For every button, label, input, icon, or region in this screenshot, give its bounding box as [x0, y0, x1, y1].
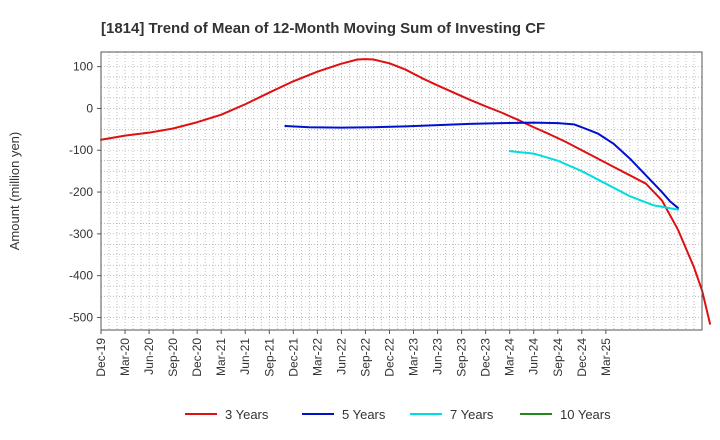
y-tick-label: 100 — [73, 60, 93, 74]
y-tick-labels: 100 0 -100 -200 -300 -400 -500 — [69, 60, 101, 324]
plot-frame — [100, 51, 703, 331]
y-tick-label: -200 — [69, 185, 93, 199]
x-tick-label: Sep-21 — [262, 338, 276, 377]
series-layer — [100, 58, 712, 325]
y-tick-label: -400 — [69, 269, 93, 283]
series-line-3-years — [100, 58, 712, 325]
series-line-7-years — [508, 150, 679, 211]
x-tick-label: Sep-22 — [358, 338, 372, 377]
legend: 3 Years 5 Years 7 Years 10 Years — [185, 407, 611, 422]
x-tick-label: Mar-20 — [118, 338, 132, 376]
x-tick-label: Dec-20 — [190, 338, 204, 377]
x-tick-label: Mar-24 — [503, 338, 517, 376]
legend-label-5-years: 5 Years — [342, 407, 386, 422]
x-tick-label: Mar-23 — [407, 338, 421, 376]
y-tick-label: 0 — [86, 101, 93, 115]
x-tick-label: Mar-21 — [214, 338, 228, 376]
legend-label-3-years: 3 Years — [225, 407, 269, 422]
x-tick-label: Sep-20 — [166, 338, 180, 377]
x-tick-label: Jun-21 — [238, 338, 252, 375]
x-tick-label: Jun-22 — [334, 338, 348, 375]
x-tick-label: Mar-25 — [599, 338, 613, 376]
y-axis-label: Amount (million yen) — [7, 132, 22, 251]
x-tick-label: Dec-23 — [479, 338, 493, 377]
x-tick-label: Jun-20 — [142, 338, 156, 375]
y-tick-label: -100 — [69, 143, 93, 157]
x-tick-label: Dec-19 — [94, 338, 108, 377]
x-tick-label: Dec-22 — [382, 338, 396, 377]
legend-label-7-years: 7 Years — [450, 407, 494, 422]
x-tick-label: Mar-22 — [310, 338, 324, 376]
legend-label-10-years: 10 Years — [560, 407, 611, 422]
x-tick-label: Dec-21 — [286, 338, 300, 377]
series-line-5-years — [284, 121, 679, 209]
grid — [101, 52, 702, 330]
y-tick-label: -300 — [69, 227, 93, 241]
x-tick-label: Jun-23 — [431, 338, 445, 375]
y-tick-label: -500 — [69, 310, 93, 324]
x-tick-label: Jun-24 — [527, 338, 541, 375]
x-tick-label: Sep-23 — [455, 338, 469, 377]
x-tick-labels: Dec-19 Mar-20 Jun-20 Sep-20 Dec-20 Mar-21 Jun-… — [94, 330, 613, 377]
x-tick-label: Dec-24 — [575, 338, 589, 377]
x-tick-label: Sep-24 — [551, 338, 565, 377]
chart-title: [1814] Trend of Mean of 12-Month Moving … — [101, 20, 545, 37]
